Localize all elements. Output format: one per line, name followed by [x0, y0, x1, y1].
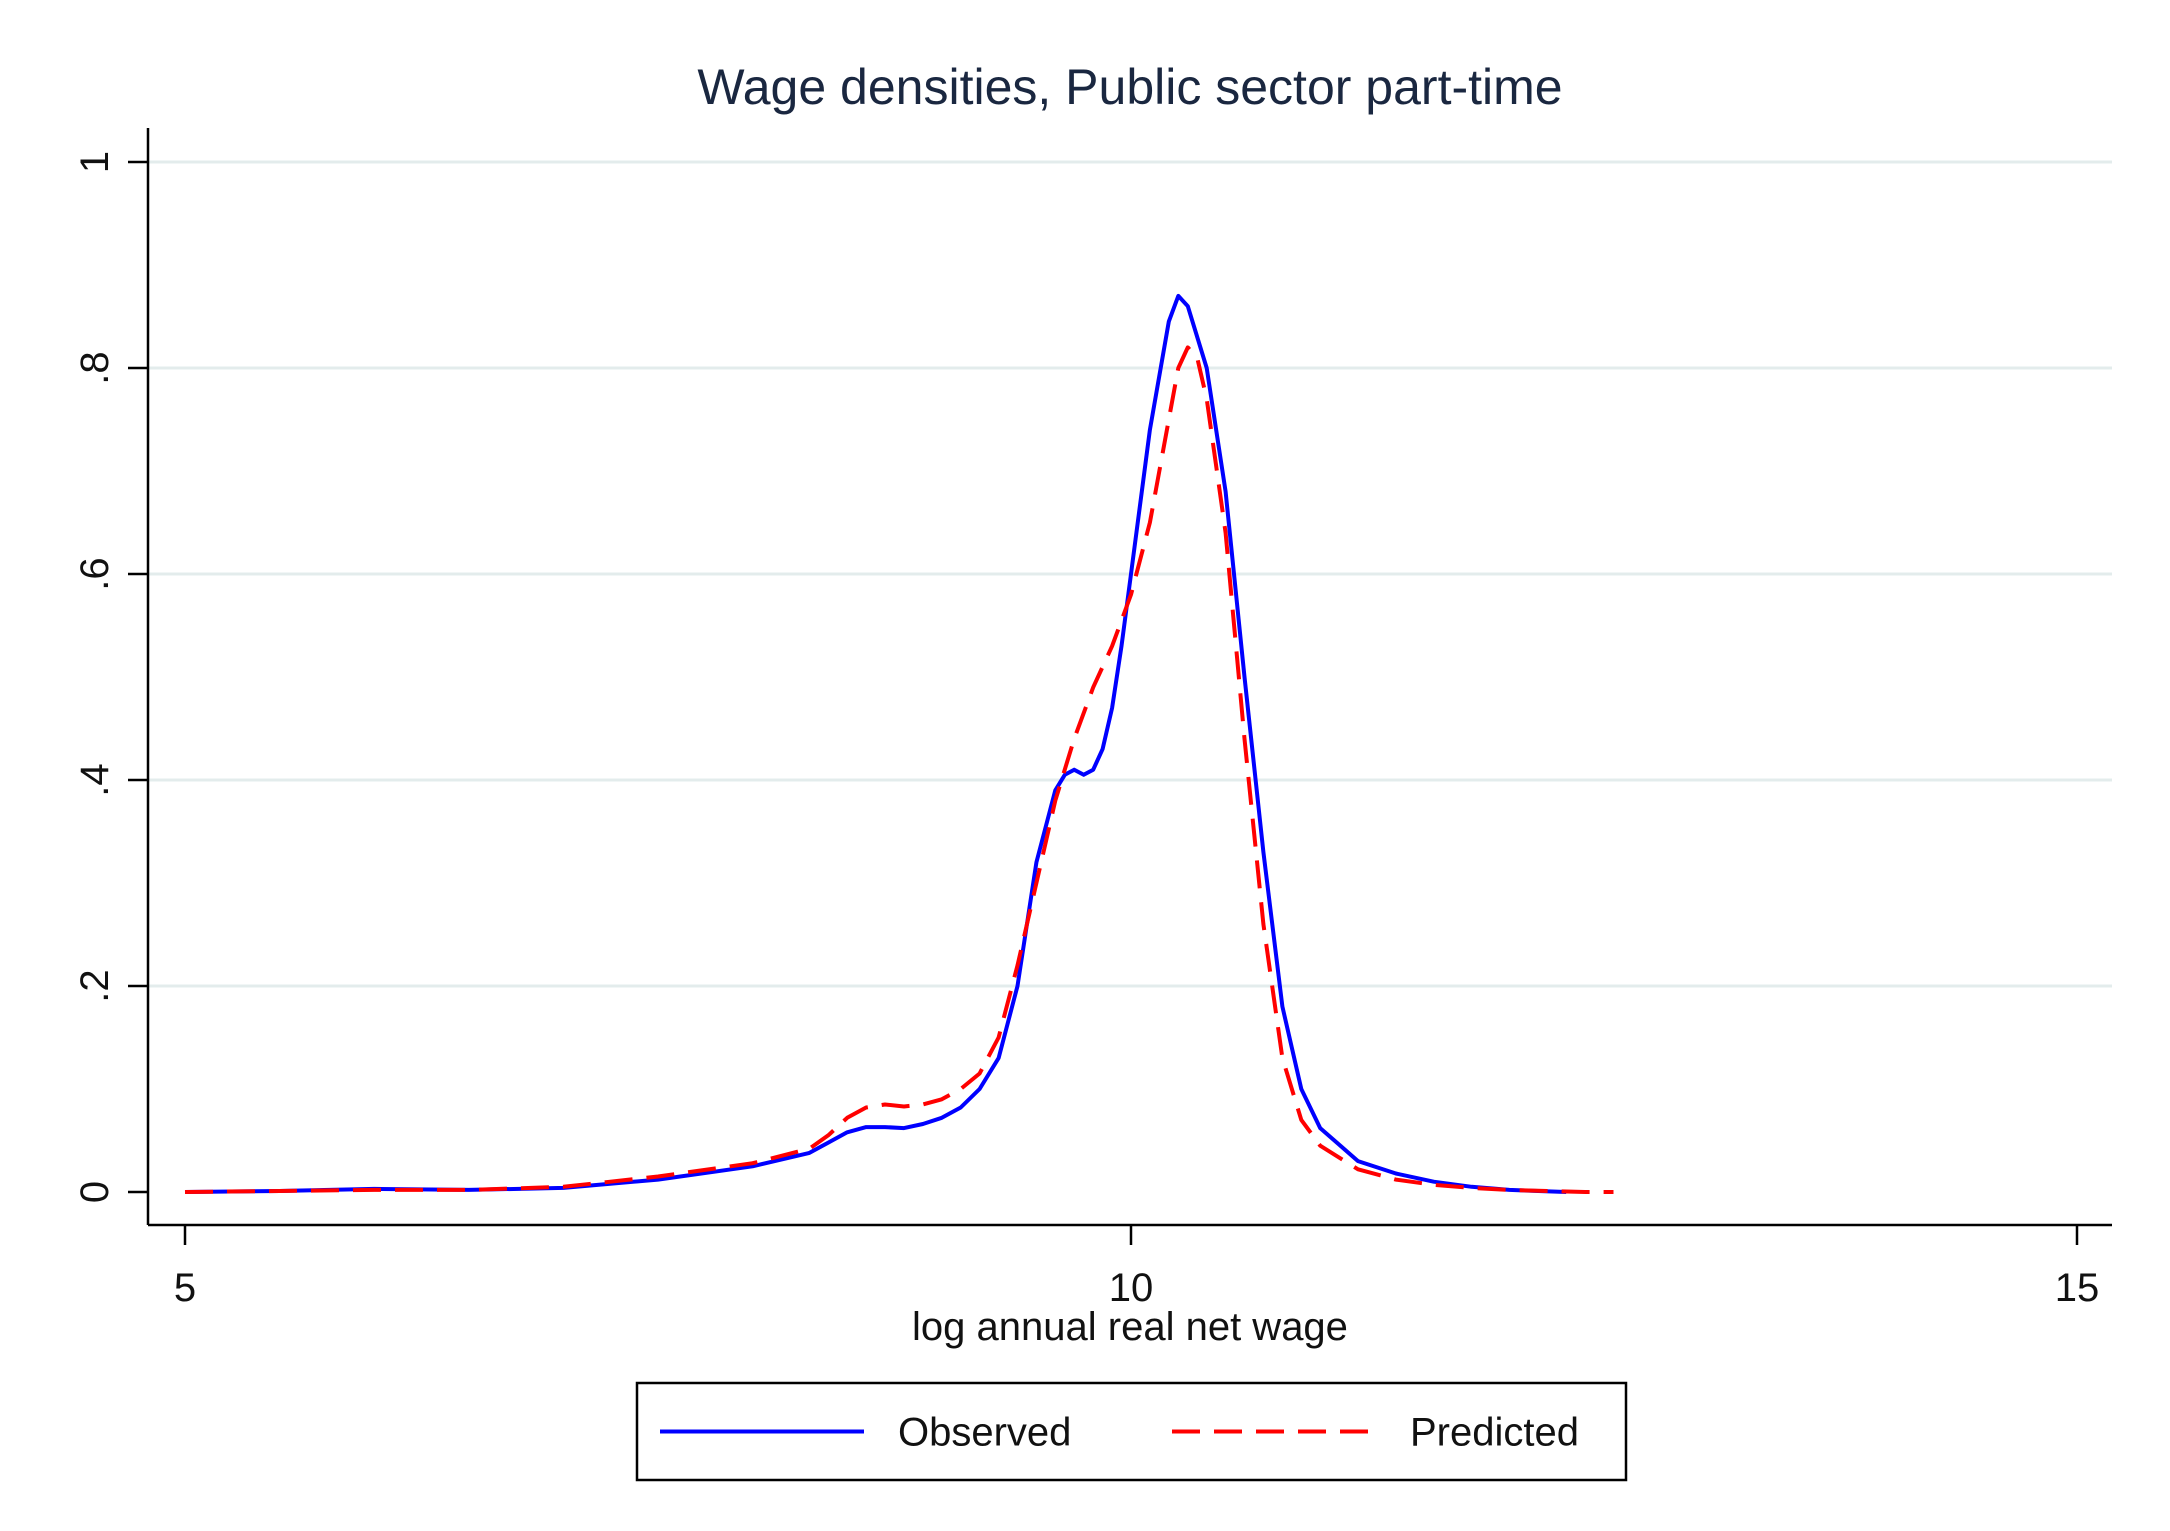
y-tick-label-3: .6: [73, 557, 117, 590]
x-tick-label-2: 15: [2055, 1266, 2100, 1310]
axes: [146, 128, 2112, 1227]
series-lines: [184, 293, 1614, 1194]
y-tick-label-1: .2: [73, 969, 117, 1002]
y-tick-label-2: .4: [73, 763, 117, 796]
legend: Observed Predicted: [635, 1381, 1628, 1482]
chart-title: Wage densities, Public sector part-time: [697, 59, 1562, 115]
legend-label-predicted: Predicted: [1410, 1411, 1579, 1455]
x-axis-label: log annual real net wage: [912, 1305, 1348, 1349]
legend-label-observed: Observed: [898, 1411, 1071, 1455]
x-tick-label-0: 5: [174, 1266, 196, 1310]
tick-labels: 0.2.4.6.815 10 15: [73, 151, 2099, 1310]
series-line-predicted: [184, 345, 1614, 1194]
series-line-observed: [184, 293, 1567, 1194]
y-tick-label-0: 0: [73, 1181, 117, 1203]
x-tick-label-1: 10: [1109, 1266, 1154, 1310]
y-tick-label-4: .8: [73, 351, 117, 384]
y-tick-label-5: 1: [73, 151, 117, 173]
